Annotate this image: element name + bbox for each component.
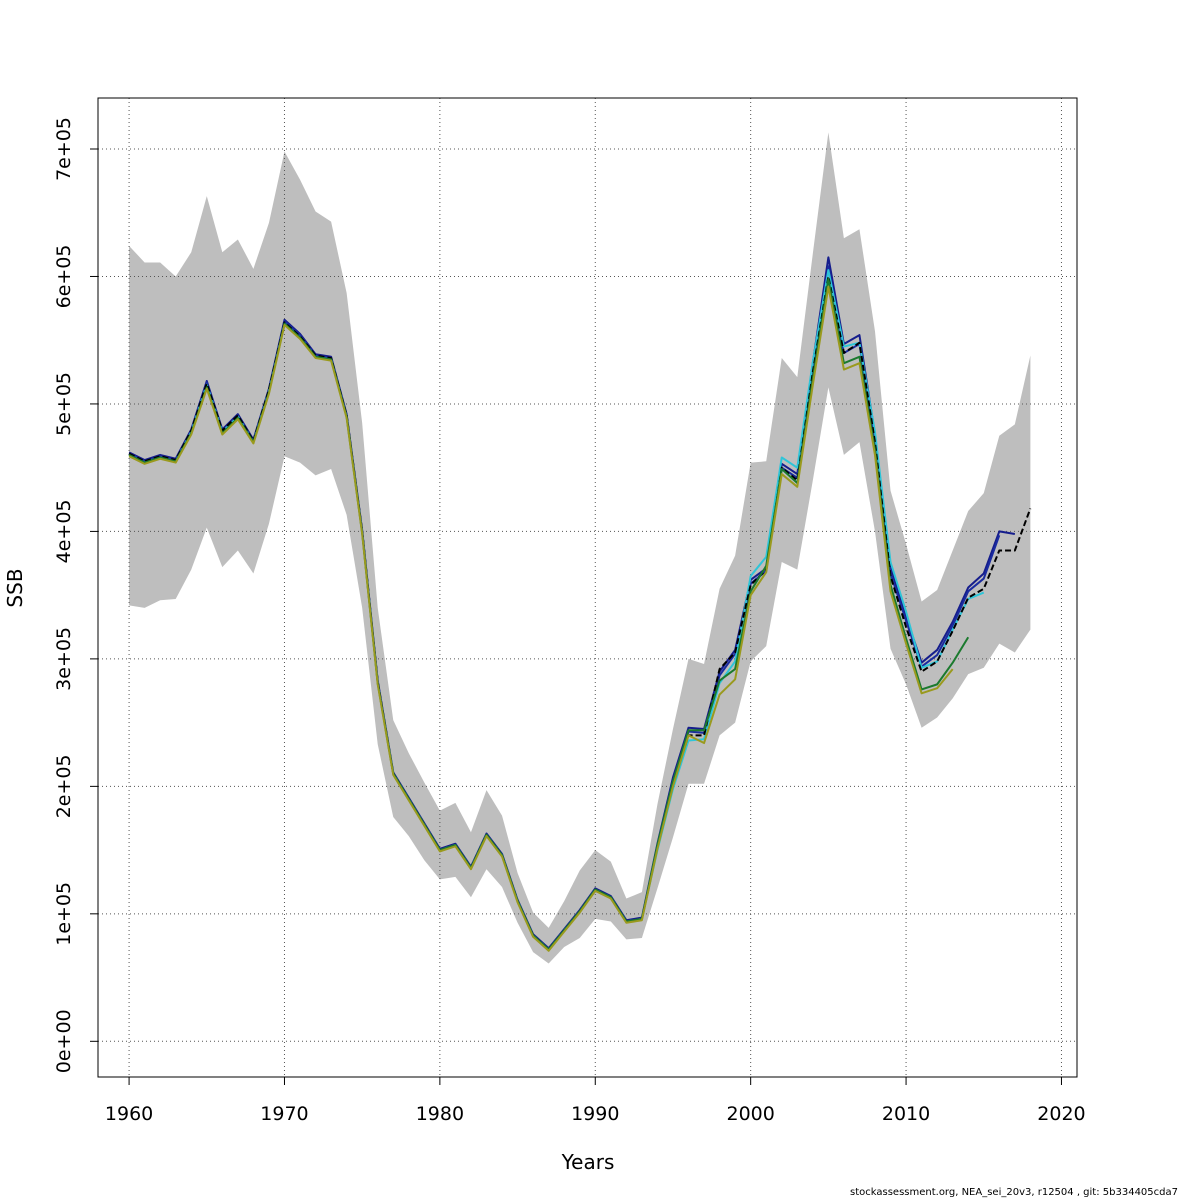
confidence-band xyxy=(129,132,1031,964)
y-tick-label: 4e+05 xyxy=(53,499,75,563)
x-axis: 1960 1970 1980 1990 2000 2010 2020 xyxy=(105,1077,1086,1125)
y-tick-label: 2e+05 xyxy=(53,754,75,818)
y-tick-label: 1e+05 xyxy=(53,882,75,946)
x-tick-label: 2010 xyxy=(882,1103,930,1125)
y-tick-label: 7e+05 xyxy=(53,117,75,181)
x-tick-label: 1980 xyxy=(416,1103,464,1125)
x-tick-label: 1990 xyxy=(571,1103,619,1125)
x-tick-label: 2000 xyxy=(726,1103,774,1125)
series-layer xyxy=(128,256,1032,952)
confidence-band-layer xyxy=(129,132,1031,964)
y-tick-label: 5e+05 xyxy=(53,372,75,436)
x-tick-label: 2020 xyxy=(1037,1103,1085,1125)
grid-layer xyxy=(98,98,1077,1077)
x-tick-label: 1960 xyxy=(105,1103,153,1125)
y-tick-label: 0e+00 xyxy=(53,1009,75,1073)
y-tick-label: 3e+05 xyxy=(53,627,75,691)
x-axis-title: Years xyxy=(561,1150,615,1174)
y-axis-title: SSB xyxy=(3,568,27,607)
series-line-6 xyxy=(128,285,954,952)
footer-credit: stockassessment.org, NEA_sei_20v3, r1250… xyxy=(850,1187,1178,1198)
plot-frame xyxy=(97,97,1078,1078)
x-tick-label: 1970 xyxy=(260,1103,308,1125)
y-axis: 0e+00 1e+05 2e+05 3e+05 4e+05 5e+05 6e+05 7e+05 xyxy=(53,117,98,1073)
y-tick-label: 6e+05 xyxy=(53,245,75,309)
